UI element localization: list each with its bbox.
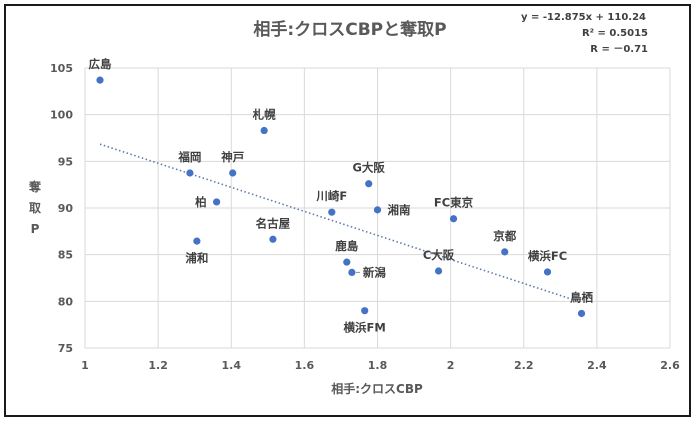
data-label: 新潟 [363,265,386,279]
data-point [96,76,104,84]
y-tick-label: 80 [58,295,74,308]
data-point [193,237,201,245]
y-tick-label: 100 [50,109,73,122]
y-axis-title: 奪 取 P [28,179,42,236]
chart-title: 相手:クロスCBPと奪取P [253,19,446,40]
data-label: 川崎F [315,189,347,203]
gridlines [84,67,671,349]
x-tick-label: 1.2 [148,359,168,372]
data-label: 浦和 [185,251,208,265]
data-points [96,76,586,318]
data-point [348,268,356,276]
x-axis-title: 相手:クロスCBP [331,381,423,396]
data-point [449,215,458,223]
x-tick-labels: 1 1.2 1.4 1.6 1.8 2 2.2 2.4 2.6 [81,359,680,372]
x-tick-label: 1 [81,359,89,372]
x-tick-label: 2.4 [587,359,607,372]
data-point [434,267,443,275]
x-tick-label: 1.4 [222,359,242,372]
data-label: 鳥栖 [570,290,593,304]
x-tick-label: 2.2 [514,359,534,372]
data-point [343,258,351,266]
data-label: 京都 [493,229,516,243]
data-point [213,198,221,206]
data-point [361,307,369,315]
data-point [543,268,552,276]
y-tick-label: 85 [58,249,73,262]
data-point [577,309,586,318]
data-point [328,208,336,216]
trendline-equation: y = -12.875x + 110.24 [521,12,646,23]
y-tick-label: 90 [58,202,74,215]
data-label: 広島 [88,57,111,71]
data-label: C大阪 [423,248,455,262]
data-label: 鹿島 [335,239,358,253]
data-point [260,126,268,135]
x-tick-label: 2 [447,359,455,372]
data-label: FC東京 [434,196,474,210]
data-label: G大阪 [352,161,385,175]
y-axis-title-char: 奪 [28,179,42,194]
y-tick-label: 95 [58,155,73,168]
y-axis-title-char: P [31,222,40,236]
y-tick-label: 105 [50,62,73,75]
y-axis-title-char: 取 [29,201,41,215]
data-label: 横浜FC [528,249,567,263]
data-label: 神戸 [221,150,244,164]
data-label: 札幌 [252,108,276,122]
x-tick-label: 1.8 [368,359,388,372]
data-label: 湘南 [388,203,411,217]
data-point [269,235,277,243]
data-point [365,180,373,188]
data-point [186,169,194,177]
y-tick-label: 75 [58,342,73,355]
data-label: 名古屋 [256,216,291,230]
x-tick-label: 2.6 [660,359,680,372]
data-point [373,206,382,214]
data-label: 柏 [195,195,207,209]
data-point [229,169,237,177]
y-tick-labels: 75 80 85 90 95 100 105 [50,62,73,355]
r-squared-label: R² = 0.5015 [582,28,648,39]
data-point [501,248,509,256]
x-tick-label: 1.6 [295,359,315,372]
data-label: 横浜FM [344,321,386,335]
r-label: R = －0.71 [590,44,648,55]
trendline [99,143,582,304]
data-label: 福岡 [177,150,201,164]
